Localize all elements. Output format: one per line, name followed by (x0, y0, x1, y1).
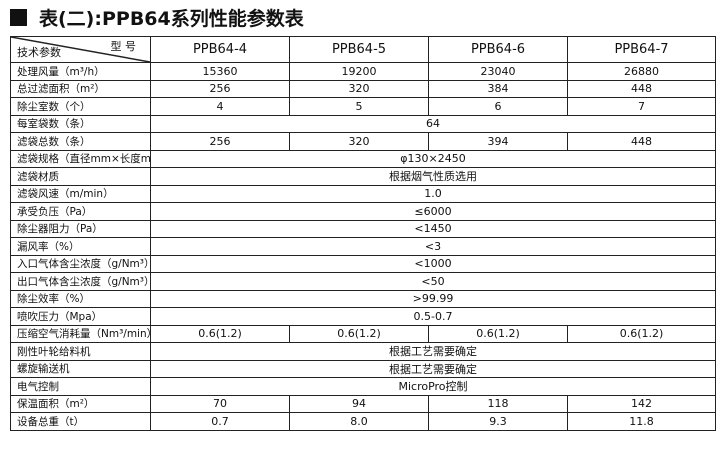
model-header: PPB64-7 (567, 36, 716, 63)
row-value: <1000 (150, 254, 716, 273)
table-row: 除尘室数（个） 4 5 6 7 (10, 97, 716, 116)
row-value: 320 (289, 79, 429, 98)
row-label: 设备总重（t） (10, 412, 151, 431)
row-value: <1450 (150, 219, 716, 238)
corner-cell: 型 号 技术参数 (10, 36, 151, 63)
row-label: 入口气体含尘浓度（g/Nm³） (10, 254, 151, 273)
table-row: 每室袋数（条） 64 (10, 114, 716, 133)
row-value: ≤6000 (150, 202, 716, 221)
row-value: 256 (150, 79, 290, 98)
row-value: 7 (567, 97, 716, 116)
row-value: 1.0 (150, 184, 716, 203)
table-row: 保温面积（m²） 70 94 118 142 (10, 394, 716, 413)
row-label: 滤袋材质 (10, 167, 151, 186)
row-value: φ130×2450 (150, 149, 716, 168)
model-label: 型 号 (110, 40, 137, 53)
row-label: 螺旋输送机 (10, 359, 151, 378)
model-header: PPB64-5 (289, 36, 429, 63)
table-row: 承受负压（Pa） ≤6000 (10, 202, 716, 221)
row-label: 滤袋风速（m/min） (10, 184, 151, 203)
row-label: 漏风率（%） (10, 237, 151, 256)
row-value: 0.6(1.2) (150, 324, 290, 343)
table-row: 滤袋材质 根据烟气性质选用 (10, 167, 716, 186)
table-row: 压缩空气消耗量（Nm³/min） 0.6(1.2) 0.6(1.2) 0.6(1.2)… (10, 324, 716, 343)
row-value: <50 (150, 272, 716, 291)
row-value: MicroPro控制 (150, 377, 716, 396)
model-header: PPB64-4 (150, 36, 290, 63)
row-value: <3 (150, 237, 716, 256)
table-row: 处理风量（m³/h） 15360 19200 23040 26880 (10, 62, 716, 81)
row-value: 0.6(1.2) (289, 324, 429, 343)
row-label: 滤袋规格（直径mm×长度mm） (10, 149, 151, 168)
row-value: 94 (289, 394, 429, 413)
row-label: 喷吹压力（Mpa） (10, 307, 151, 326)
table-row: 电气控制 MicroPro控制 (10, 377, 716, 396)
row-value: >99.99 (150, 289, 716, 308)
row-value: 0.5-0.7 (150, 307, 716, 326)
row-label: 除尘效率（%） (10, 289, 151, 308)
table-row: 设备总重（t） 0.7 8.0 9.3 11.8 (10, 412, 716, 431)
table-title: 表(二):PPB64系列性能参数表 (10, 4, 304, 31)
row-label: 电气控制 (10, 377, 151, 396)
row-value: 19200 (289, 62, 429, 81)
row-value: 15360 (150, 62, 290, 81)
row-value: 9.3 (428, 412, 568, 431)
table-row: 出口气体含尘浓度（g/Nm³） <50 (10, 272, 716, 291)
row-value: 70 (150, 394, 290, 413)
table-row: 总过滤面积（m²） 256 320 384 448 (10, 79, 716, 98)
parameter-label: 技术参数 (17, 46, 61, 59)
table-row: 喷吹压力（Mpa） 0.5-0.7 (10, 307, 716, 326)
row-value: 6 (428, 97, 568, 116)
row-value: 142 (567, 394, 716, 413)
header-row: 型 号 技术参数 PPB64-4 PPB64-5 PPB64-6 PPB64-7 (10, 36, 716, 63)
row-value: 320 (289, 132, 429, 151)
row-label: 刚性叶轮给料机 (10, 342, 151, 361)
table-row: 刚性叶轮给料机 根据工艺需要确定 (10, 342, 716, 361)
row-value: 11.8 (567, 412, 716, 431)
row-label: 每室袋数（条） (10, 114, 151, 133)
square-bullet-icon (10, 9, 27, 26)
row-value: 256 (150, 132, 290, 151)
table-row: 滤袋规格（直径mm×长度mm）φ130×2450 (10, 149, 716, 168)
model-header: PPB64-6 (428, 36, 568, 63)
row-value: 8.0 (289, 412, 429, 431)
table-row: 漏风率（%） <3 (10, 237, 716, 256)
table-row: 除尘器阻力（Pa） <1450 (10, 219, 716, 238)
row-label: 出口气体含尘浓度（g/Nm³） (10, 272, 151, 291)
title-text: 表(二):PPB64系列性能参数表 (39, 8, 304, 30)
table-row: 滤袋风速（m/min） 1.0 (10, 184, 716, 203)
row-value: 0.6(1.2) (428, 324, 568, 343)
row-label: 除尘器阻力（Pa） (10, 219, 151, 238)
row-value: 26880 (567, 62, 716, 81)
table-row: 滤袋总数（条） 256 320 394 448 (10, 132, 716, 151)
row-value: 118 (428, 394, 568, 413)
row-value: 448 (567, 132, 716, 151)
parameter-table: 型 号 技术参数 PPB64-4 PPB64-5 PPB64-6 PPB64-7… (10, 36, 716, 431)
table-row: 除尘效率（%） >99.99 (10, 289, 716, 308)
row-value: 根据工艺需要确定 (150, 359, 716, 378)
row-value: 0.6(1.2) (567, 324, 716, 343)
row-label: 处理风量（m³/h） (10, 62, 151, 81)
row-value: 根据烟气性质选用 (150, 167, 716, 186)
row-label: 滤袋总数（条） (10, 132, 151, 151)
table-row: 入口气体含尘浓度（g/Nm³） <1000 (10, 254, 716, 273)
row-value: 384 (428, 79, 568, 98)
row-value: 根据工艺需要确定 (150, 342, 716, 361)
row-value: 448 (567, 79, 716, 98)
row-value: 64 (150, 114, 716, 133)
row-label: 除尘室数（个） (10, 97, 151, 116)
row-label: 承受负压（Pa） (10, 202, 151, 221)
table-row: 螺旋输送机 根据工艺需要确定 (10, 359, 716, 378)
row-value: 0.7 (150, 412, 290, 431)
row-value: 5 (289, 97, 429, 116)
row-value: 394 (428, 132, 568, 151)
row-label: 保温面积（m²） (10, 394, 151, 413)
row-label: 压缩空气消耗量（Nm³/min） (10, 324, 151, 343)
row-value: 23040 (428, 62, 568, 81)
row-label: 总过滤面积（m²） (10, 79, 151, 98)
row-value: 4 (150, 97, 290, 116)
